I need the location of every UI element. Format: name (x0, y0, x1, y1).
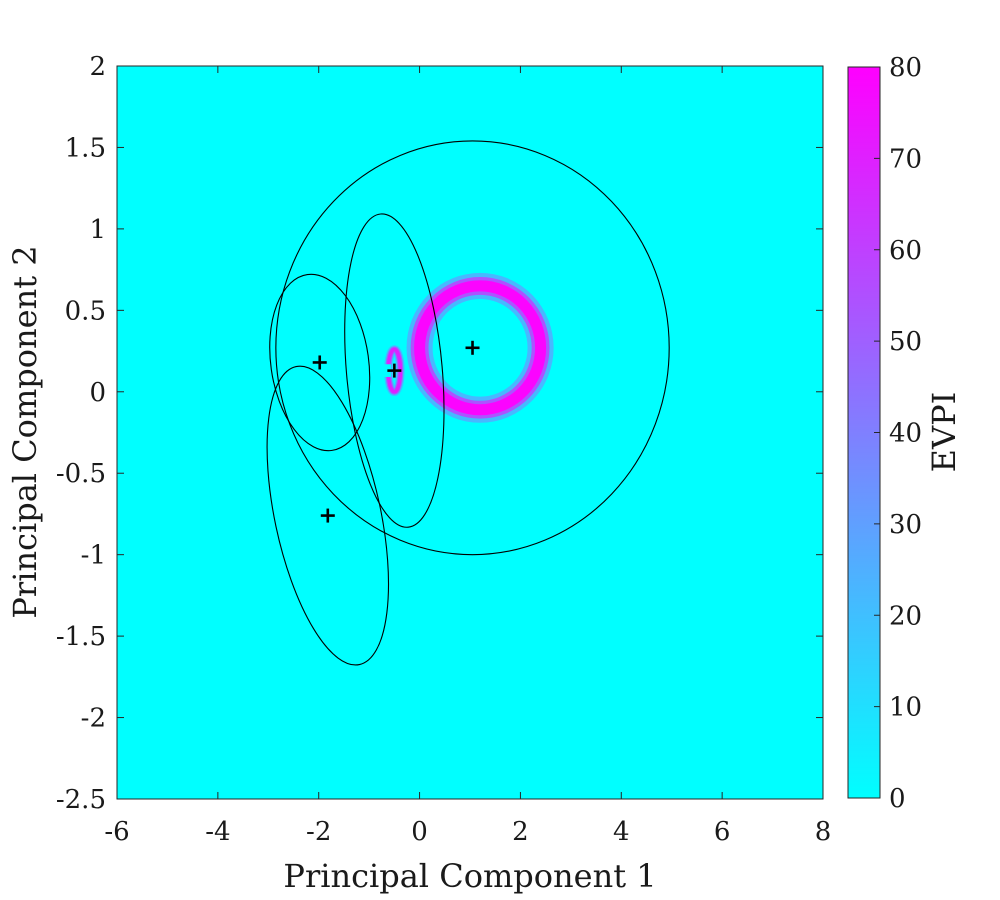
cluster-ellipse-1 (275, 140, 670, 556)
y-axis-label: Principal Component 2 (6, 245, 44, 618)
y-tick-label: -1.5 (56, 622, 106, 652)
colorbar-tick-label: 20 (889, 601, 922, 631)
y-tick-label: 1 (89, 215, 106, 245)
colorbar-tick-label: 60 (889, 236, 922, 266)
evpi-ring-core (414, 280, 547, 416)
x-tick-label: 2 (512, 817, 529, 847)
cluster-center-2 (387, 363, 402, 378)
y-tick-label: -2 (81, 704, 106, 734)
cluster-center-1 (465, 340, 480, 355)
x-axis-label: Principal Component 1 (283, 857, 656, 895)
y-tick-label: 1.5 (65, 133, 106, 163)
y-axis: -2.5 -2 -1.5 -1 -0.5 0 0.5 1 1.5 2 (56, 52, 823, 815)
y-tick-label: 0 (89, 378, 106, 408)
plot-frame (116, 65, 824, 800)
colorbar-tick-label: 50 (889, 327, 922, 357)
y-tick-label: 0.5 (65, 296, 106, 326)
colorbar-tick-label: 70 (889, 144, 922, 174)
x-tick-label: -4 (205, 817, 230, 847)
cluster-center-3 (312, 355, 327, 370)
y-tick-label: -0.5 (56, 459, 106, 489)
center-marker-layer (312, 340, 480, 523)
cluster-ellipse-3 (269, 273, 371, 452)
ellipse-layer (266, 140, 670, 666)
plot-clip (266, 140, 670, 666)
x-tick-label: 6 (714, 817, 731, 847)
cluster-center-4 (320, 508, 335, 523)
x-axis: -6 -4 -2 0 2 4 6 8 (104, 66, 831, 847)
evpi-heat-features (383, 272, 554, 423)
colorbar-tick-label: 40 (889, 419, 922, 449)
colorbar: 0 10 20 30 40 50 60 70 80 EVPI (847, 53, 963, 814)
y-tick-label: -2.5 (56, 785, 106, 815)
colorbar-tick-label: 80 (889, 53, 922, 83)
x-tick-label: -2 (306, 817, 331, 847)
y-tick-label: 2 (89, 52, 106, 82)
x-tick-label: 4 (613, 817, 630, 847)
plot-area: -6 -4 -2 0 2 4 6 8 -2.5 -2 -1.5 -1 -0.5 0 0.5 1 1.5 2 (56, 52, 831, 847)
evpi-ring-1 (406, 272, 554, 423)
x-tick-label: 0 (411, 817, 428, 847)
colorbar-ticks: 0 10 20 30 40 50 60 70 80 (874, 53, 922, 814)
colorbar-label: EVPI (925, 392, 963, 473)
y-tick-label: -1 (81, 541, 106, 571)
x-tick-label: 8 (815, 817, 832, 847)
colorbar-tick-label: 0 (889, 784, 906, 814)
colorbar-tick-label: 10 (889, 693, 922, 723)
x-tick-label: -6 (104, 817, 129, 847)
cluster-ellipse-2 (344, 213, 445, 528)
colorbar-tick-label: 30 (889, 510, 922, 540)
heatmap-background (117, 66, 823, 799)
cluster-ellipse-4 (266, 365, 390, 666)
